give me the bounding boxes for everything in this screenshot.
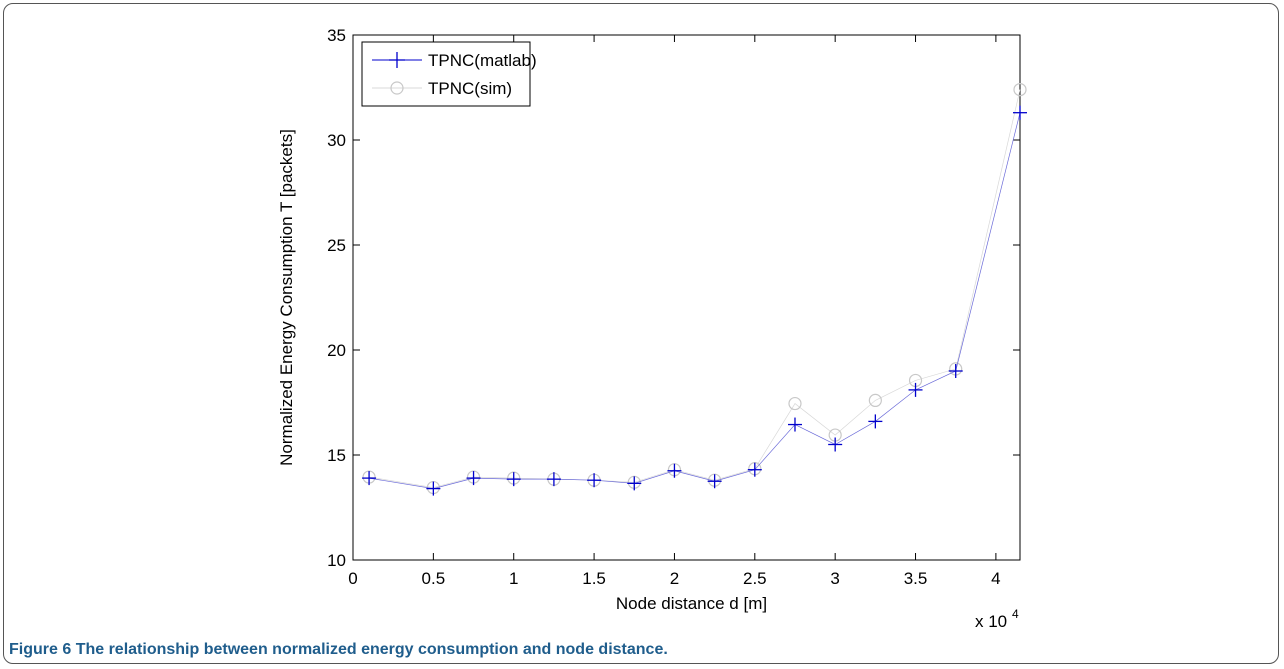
data-point-circle — [390, 81, 404, 95]
x-multiplier-label: x 10 — [975, 612, 1007, 631]
legend-item-matlab: TPNC(matlab) — [372, 51, 537, 70]
legend: TPNC(matlab) TPNC(sim) — [361, 41, 537, 107]
figure-frame — [3, 3, 1279, 664]
figure-number: Figure 6 — [9, 641, 72, 658]
data-point-plus — [389, 52, 405, 68]
figure-caption-text: The relationship between normalized ener… — [75, 641, 668, 658]
legend-item-sim: TPNC(sim) — [372, 79, 512, 98]
data-point-circle — [1013, 82, 1027, 97]
figure-caption: Figure 6 The relationship between normal… — [9, 641, 668, 659]
series-line — [369, 112, 1021, 489]
legend-box — [361, 41, 531, 107]
x-tick-label: 1.5 — [582, 569, 606, 588]
x-axis-label: Node distance d [m] — [616, 594, 767, 613]
data-point-plus — [627, 476, 642, 491]
data-point-plus — [828, 437, 843, 452]
data-point-plus — [667, 463, 682, 478]
x-tick-label: 1 — [509, 569, 518, 588]
data-point-circle — [788, 396, 802, 411]
data-point-plus — [948, 364, 963, 378]
x-tick-label: 0 — [348, 569, 357, 588]
y-tick-label: 10 — [327, 551, 346, 570]
data-point-plus — [868, 414, 883, 429]
data-point-plus — [707, 474, 722, 489]
axes: 0 0.5 1 1.5 2 2.5 3 3.5 4 10 15 20 25 30 35 Node distan… — [277, 26, 1021, 631]
data-point-plus — [466, 471, 481, 486]
data-point-plus — [426, 481, 441, 496]
data-point-circle — [868, 393, 882, 407]
data-point-plus — [908, 382, 923, 397]
data-point-plus — [506, 472, 521, 487]
data-point-plus — [546, 472, 561, 487]
y-axis-label: Normalized Energy Consumption T [packets… — [277, 129, 296, 466]
data-point-plus — [747, 462, 762, 477]
data-point-plus — [362, 471, 377, 486]
series-layer — [362, 82, 1027, 496]
x-tick-label: 2.5 — [743, 569, 767, 588]
y-tick-label: 30 — [327, 131, 346, 150]
plot-frame — [352, 34, 1021, 561]
legend-label: TPNC(sim) — [428, 79, 512, 98]
x-multiplier-exponent: 4 — [1012, 607, 1019, 621]
x-tick-label: 4 — [991, 569, 1000, 588]
y-tick-label: 20 — [327, 341, 346, 360]
series-sim — [362, 82, 1027, 495]
x-tick-label: 3 — [830, 569, 839, 588]
chart-svg: 0 0.5 1 1.5 2 2.5 3 3.5 4 10 15 20 25 30 35 Node distan… — [277, 26, 1027, 631]
x-tick-label: 3.5 — [904, 569, 928, 588]
series-matlab — [362, 105, 1027, 496]
y-tick-label: 25 — [327, 236, 346, 255]
data-point-plus — [1013, 105, 1027, 120]
y-tick-label: 35 — [327, 26, 346, 45]
data-point-plus — [587, 473, 602, 488]
y-tick-label: 15 — [327, 446, 346, 465]
series-line — [369, 89, 1021, 488]
legend-label: TPNC(matlab) — [428, 51, 537, 70]
data-point-plus — [787, 417, 802, 432]
x-tick-label: 2 — [670, 569, 679, 588]
x-tick-label: 0.5 — [422, 569, 446, 588]
